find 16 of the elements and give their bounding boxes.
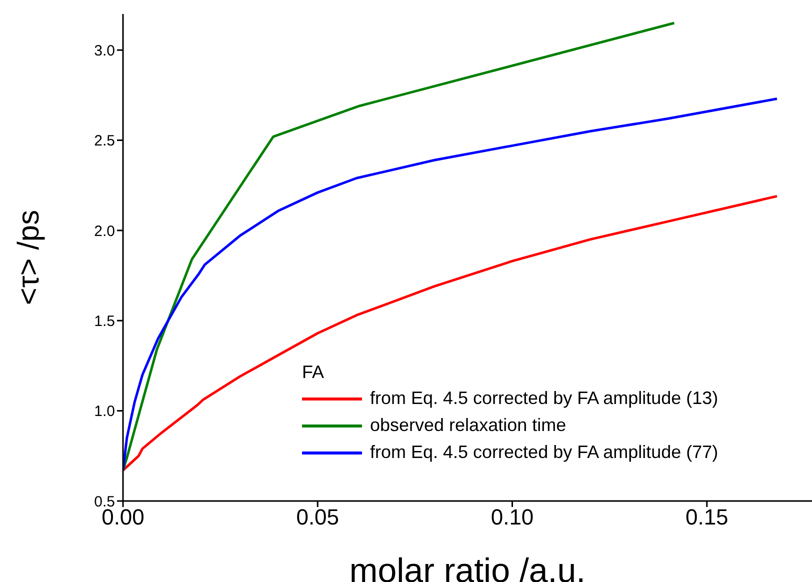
y-axis-title: <τ> /ps xyxy=(12,210,46,306)
x-tick-label: 0.10 xyxy=(490,504,534,530)
y-tick-label: 0.5 xyxy=(94,493,115,510)
y-tick-label: 1.5 xyxy=(94,312,115,330)
y-tick-label: 3.0 xyxy=(94,42,115,60)
legend-title: FA xyxy=(302,362,326,383)
y-tick-label: 2.5 xyxy=(94,132,115,150)
legend-label: observed relaxation time xyxy=(370,415,566,436)
y-tick-label: 1.0 xyxy=(94,403,115,420)
y-tick-label: 2.0 xyxy=(94,222,115,240)
line-series xyxy=(123,98,778,472)
legend-label: from Eq. 4.5 corrected by FA amplitude (13) xyxy=(370,388,718,409)
line-series xyxy=(123,194,778,472)
legend-label: from Eq. 4.5 corrected by FA amplitude (77) xyxy=(370,442,718,463)
x-tick-label: 0.05 xyxy=(296,504,340,530)
x-tick-label: 0.15 xyxy=(685,504,728,530)
